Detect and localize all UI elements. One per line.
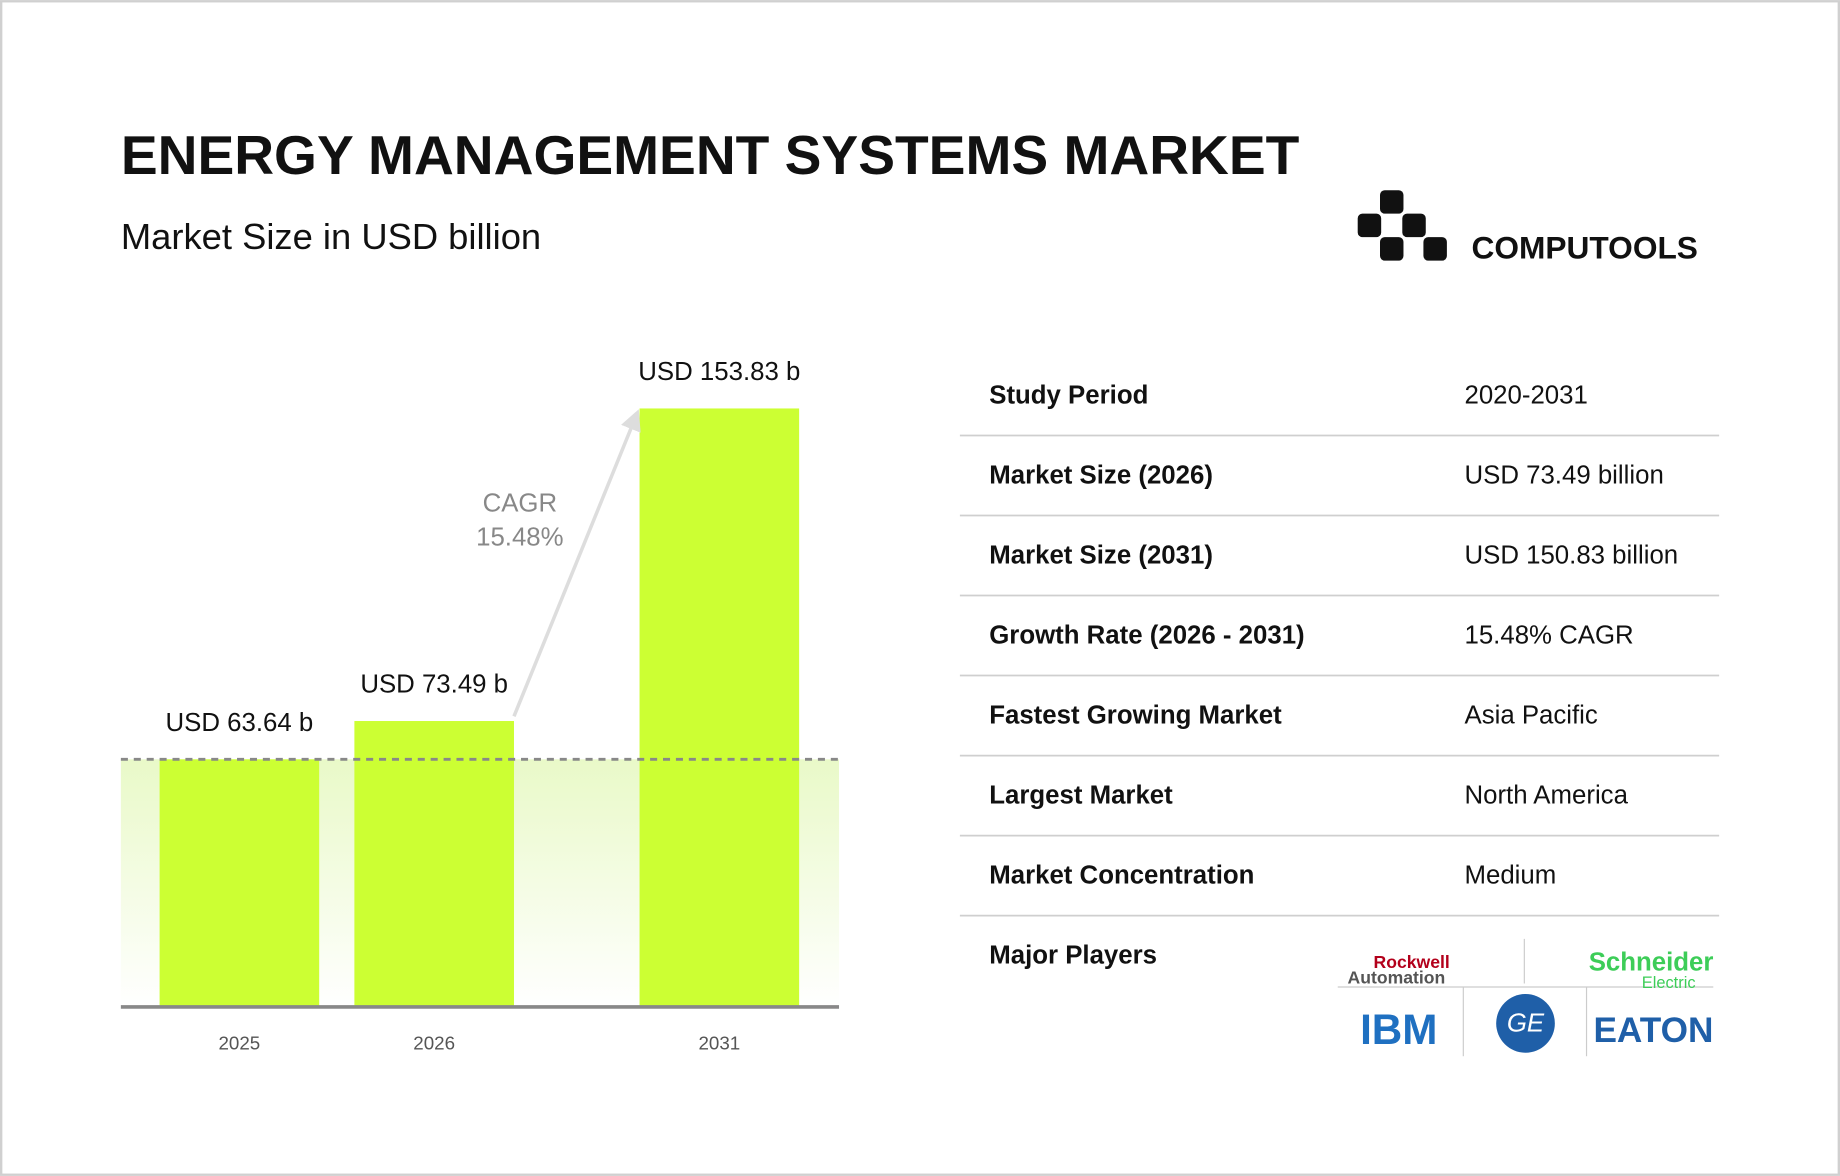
chart-title: ENERGY MANAGEMENT SYSTEMS MARKET: [121, 124, 1300, 186]
x-tick-label: 2026: [413, 1032, 455, 1053]
row-label: Market Concentration: [989, 862, 1254, 890]
brand-logo: [1357, 190, 1447, 261]
value-label: USD 63.64 b: [166, 709, 314, 737]
chart-subtitle: Market Size in USD billion: [121, 216, 541, 257]
logo-text: Automation: [1348, 967, 1446, 987]
annotation: 15.48%: [476, 524, 564, 552]
bar: [639, 408, 800, 1007]
bar-chart: USD 63.64 b 2025 USD 73.49 b 2026 USD 153.83…: [120, 358, 840, 1053]
brand-name: COMPUTOOLS: [1472, 229, 1698, 265]
bar: [354, 721, 514, 1007]
player-logos: Rockwell Automation Schneider Electric I…: [1337, 938, 1714, 1057]
row-label: Market Size (2026): [989, 462, 1213, 490]
annotation: CAGR: [483, 489, 558, 517]
value-label: USD 153.83 b: [638, 358, 800, 386]
summary-table: Study Period 2020-2031 Market Size (2026) U…: [959, 382, 1720, 917]
row-value: USD 73.49 billion: [1464, 462, 1663, 490]
bar: [159, 759, 320, 1007]
row-label: Major Players: [989, 941, 1157, 969]
cagr-arrow: [512, 409, 641, 717]
x-tick-label: 2025: [219, 1032, 261, 1053]
row-label: Largest Market: [989, 782, 1173, 810]
row-value: North America: [1464, 782, 1628, 810]
logo-badge: [1496, 994, 1555, 1053]
row-label: Growth Rate (2026 - 2031): [989, 622, 1304, 650]
row-label: Study Period: [989, 382, 1148, 410]
logo-text: Electric: [1642, 974, 1696, 992]
logo-text: GE: [1507, 1009, 1545, 1037]
row-value: 15.48% CAGR: [1464, 622, 1633, 650]
value-label: USD 73.49 b: [360, 671, 508, 699]
row-label: Fastest Growing Market: [989, 702, 1282, 730]
logo-text: Rockwell: [1374, 952, 1450, 972]
logo-text: Schneider: [1589, 948, 1714, 976]
x-tick-label: 2031: [698, 1032, 740, 1053]
row-value: Asia Pacific: [1464, 702, 1597, 730]
logo-text: EATON: [1593, 1011, 1713, 1050]
logo-text: IBM: [1360, 1006, 1437, 1053]
row-value: USD 150.83 billion: [1464, 542, 1678, 570]
row-label: Market Size (2031): [989, 542, 1213, 570]
row-value: 2020-2031: [1464, 382, 1587, 410]
row-value: Medium: [1464, 862, 1556, 890]
